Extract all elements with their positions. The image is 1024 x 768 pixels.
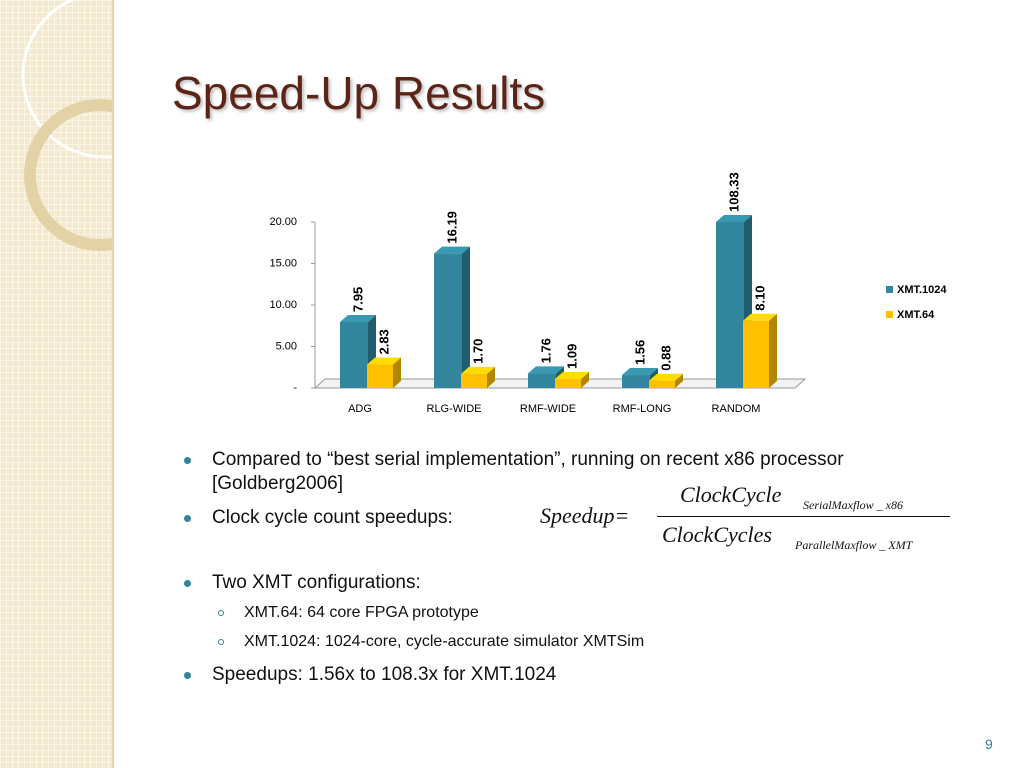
bar — [461, 366, 495, 388]
formula-num-sub: SerialMaxflow _ x86 — [803, 498, 903, 512]
bar-front — [622, 375, 650, 388]
bar-front — [340, 322, 368, 388]
bar — [434, 246, 470, 388]
x-tick-label: RANDOM — [712, 403, 761, 415]
bar-top — [649, 373, 683, 381]
data-label: 8.10 — [752, 285, 767, 310]
bar-top — [555, 371, 589, 379]
legend-swatch — [886, 286, 893, 293]
formula-lhs: Speedup= — [540, 503, 630, 528]
bar — [528, 366, 564, 388]
x-tick-label: ADG — [348, 403, 372, 415]
formula-den-sub: ParallelMaxflow _ XMT — [795, 538, 913, 552]
x-tick-label: RMF-LONG — [613, 403, 672, 415]
bar — [340, 315, 376, 388]
x-tick-label: RLG-WIDE — [427, 403, 482, 415]
bar-top — [528, 366, 564, 374]
decor-circle — [24, 99, 112, 251]
data-label: 7.95 — [350, 287, 365, 312]
sub-bullet: XMT.1024: 1024-core, cycle-accurate simu… — [217, 633, 645, 650]
data-label: 16.19 — [444, 211, 459, 244]
chart: - 5.00 10.00 15.00 20.00 ADG 7.95 2.83 RLG-WIDE 1… — [269, 172, 947, 415]
formula-den: ClockCycles — [662, 522, 772, 547]
bar-front — [434, 253, 462, 388]
bar-front — [555, 378, 581, 388]
data-label: 1.56 — [632, 340, 647, 365]
bar-side — [487, 366, 495, 388]
y-tick-label: - — [293, 382, 297, 394]
bullet: Speedups: 1.56x to 108.3x for XMT.1024 — [184, 663, 902, 687]
bullet: Two XMT configurations: — [184, 571, 902, 595]
bar — [649, 373, 683, 388]
y-tick-label: 10.00 — [269, 299, 297, 311]
page-number: 9 — [985, 736, 993, 752]
legend-label: XMT.1024 — [897, 284, 947, 296]
data-label: 1.09 — [564, 344, 579, 369]
slide-title: Speed-Up Results — [172, 67, 546, 119]
bar-side — [393, 357, 401, 388]
bar — [622, 368, 658, 388]
bar-side — [769, 313, 777, 388]
data-label: 0.88 — [658, 345, 673, 370]
legend-label: XMT.64 — [897, 309, 935, 321]
bar — [555, 371, 589, 388]
bar-side — [675, 373, 683, 388]
data-label: 2.83 — [376, 329, 391, 354]
decor-circle — [21, 0, 112, 159]
legend-swatch — [886, 311, 893, 318]
bar-side — [581, 371, 589, 388]
data-label: 1.70 — [470, 339, 485, 364]
y-tick-label: 20.00 — [269, 216, 297, 228]
bar-front — [367, 364, 393, 388]
decor-circles — [21, 0, 112, 251]
bar-top — [367, 357, 401, 365]
bullet: Compared to “best serial implementation”… — [184, 448, 902, 496]
bar-top — [434, 246, 470, 254]
bar-top — [622, 368, 658, 376]
bar-front — [649, 380, 675, 388]
x-tick-label: RMF-WIDE — [520, 403, 576, 415]
bar-top — [340, 315, 376, 323]
bar-side — [462, 246, 470, 388]
bar — [367, 357, 401, 388]
bar-front — [461, 373, 487, 388]
y-tick-label: 15.00 — [269, 257, 297, 269]
sub-bullet: XMT.64: 64 core FPGA prototype — [218, 604, 479, 621]
bar-top — [716, 215, 752, 222]
y-tick-label: 5.00 — [276, 340, 297, 352]
fraction-bar — [657, 516, 950, 517]
bullet: Clock cycle count speedups: — [184, 506, 902, 530]
bar-front — [743, 320, 769, 388]
data-label: 108.33 — [726, 172, 741, 212]
bar-front — [528, 373, 556, 388]
bar-top — [743, 313, 777, 321]
formula-num: ClockCycle — [680, 482, 782, 507]
bar-front — [716, 222, 744, 388]
bar — [743, 313, 777, 388]
bar-top — [461, 366, 495, 374]
data-label: 1.76 — [538, 338, 553, 363]
